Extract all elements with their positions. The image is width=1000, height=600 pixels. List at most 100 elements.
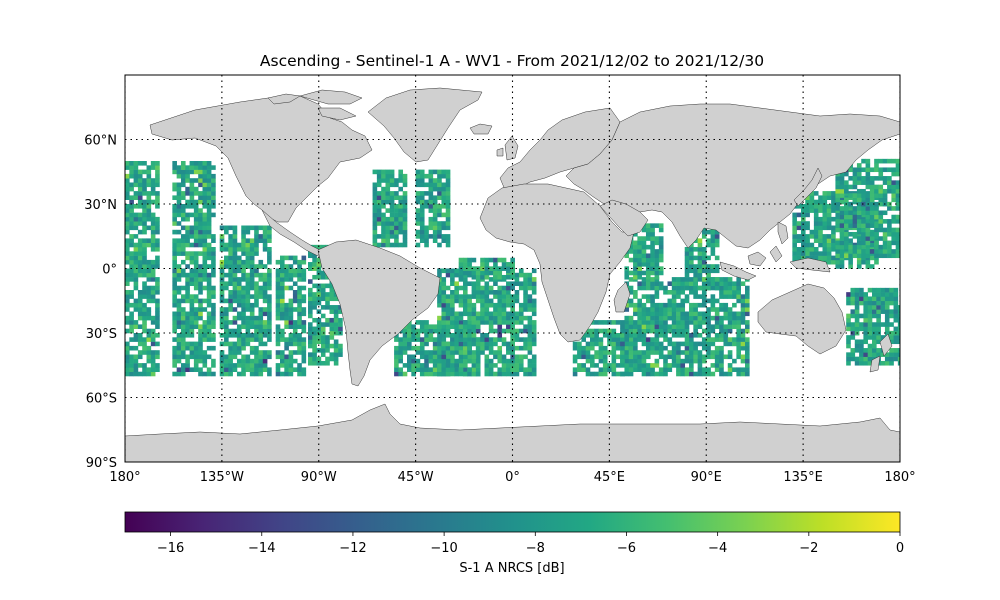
nrcs-cell: [497, 285, 503, 291]
nrcs-cell: [155, 341, 160, 347]
nrcs-cell: [620, 333, 625, 338]
nrcs-cell: [818, 208, 823, 213]
nrcs-cell: [193, 350, 199, 355]
nrcs-cell: [189, 182, 195, 188]
nrcs-cell: [415, 358, 421, 364]
nrcs-cell: [428, 191, 434, 196]
nrcs-cell: [514, 277, 520, 282]
nrcs-cell: [598, 337, 604, 342]
nrcs-cell: [275, 285, 281, 291]
nrcs-cell: [510, 257, 515, 263]
nrcs-cell: [676, 371, 681, 377]
nrcs-cell: [146, 238, 152, 243]
nrcs-cell: [684, 285, 690, 291]
nrcs-cell: [602, 367, 608, 372]
nrcs-cell: [398, 341, 404, 347]
nrcs-cell: [245, 298, 251, 304]
nrcs-cell: [693, 354, 698, 360]
nrcs-cell: [846, 335, 851, 340]
nrcs-cell: [137, 363, 143, 368]
nrcs-cell: [598, 328, 604, 334]
nrcs-cell: [381, 234, 386, 239]
nrcs-cell: [641, 363, 647, 368]
nrcs-cell: [800, 234, 806, 239]
nrcs-cell: [846, 322, 851, 327]
nrcs-cell: [254, 229, 259, 235]
nrcs-cell: [180, 298, 186, 304]
nrcs-cell: [527, 307, 533, 312]
nrcs-cell: [510, 363, 515, 368]
nrcs-cell: [445, 199, 451, 205]
nrcs-cell: [895, 193, 900, 198]
nrcs-cell: [142, 350, 147, 355]
nrcs-cell: [142, 324, 147, 329]
nrcs-cell: [645, 257, 651, 263]
nrcs-cell: [258, 234, 264, 239]
nrcs-cell: [518, 345, 524, 351]
nrcs-cell: [641, 257, 647, 263]
nrcs-cell: [514, 298, 520, 304]
nrcs-cell: [650, 302, 655, 308]
nrcs-cell: [297, 371, 302, 377]
nrcs-cell: [792, 216, 797, 222]
nrcs-cell: [219, 264, 225, 269]
nrcs-cell: [501, 354, 507, 360]
nrcs-cell: [602, 320, 608, 325]
nrcs-cell: [385, 225, 391, 231]
nrcs-cell: [241, 367, 246, 372]
nrcs-cell: [219, 350, 225, 355]
nrcs-cell: [189, 178, 195, 183]
nrcs-cell: [376, 191, 382, 196]
nrcs-cell: [262, 281, 268, 286]
nrcs-cell: [714, 324, 720, 329]
nrcs-cell: [684, 272, 690, 278]
nrcs-cell: [594, 333, 599, 338]
colorbar-tick-label: −8: [526, 541, 545, 556]
nrcs-cell: [211, 337, 216, 342]
nrcs-cell: [633, 358, 638, 364]
nrcs-cell: [510, 274, 515, 280]
nrcs-cell: [697, 255, 703, 261]
nrcs-cell: [142, 320, 147, 325]
nrcs-cell: [245, 294, 251, 299]
nrcs-cell: [419, 204, 425, 209]
nrcs-cell: [506, 281, 511, 286]
nrcs-cell: [861, 259, 866, 265]
nrcs-cell: [292, 328, 298, 334]
nrcs-cell: [654, 337, 660, 342]
nrcs-cell: [697, 247, 703, 252]
nrcs-cell: [193, 251, 199, 256]
nrcs-cell: [723, 290, 729, 295]
nrcs-cell: [897, 339, 900, 345]
nrcs-cell: [462, 266, 468, 271]
nrcs-cell: [245, 337, 251, 342]
nrcs-cell: [189, 277, 195, 282]
nrcs-cell: [146, 208, 152, 213]
nrcs-cell: [852, 206, 858, 211]
nrcs-cell: [861, 210, 866, 216]
nrcs-cell: [854, 309, 860, 314]
nrcs-cell: [637, 285, 642, 291]
nrcs-cell: [376, 195, 382, 200]
nrcs-cell: [301, 285, 307, 291]
nrcs-cell: [394, 242, 399, 248]
nrcs-cell: [198, 182, 203, 188]
nrcs-cell: [198, 285, 203, 291]
nrcs-cell: [211, 302, 216, 308]
nrcs-cell: [658, 328, 664, 334]
nrcs-cell: [859, 326, 864, 332]
nrcs-cell: [689, 337, 694, 342]
nrcs-cell: [884, 352, 890, 357]
nrcs-cell: [193, 255, 199, 261]
nrcs-cell: [506, 328, 511, 334]
nrcs-cell: [419, 367, 425, 372]
nrcs-cell: [376, 204, 382, 209]
nrcs-cell: [219, 225, 225, 231]
nrcs-cell: [245, 242, 251, 248]
nrcs-cell: [484, 298, 490, 304]
nrcs-cell: [202, 186, 208, 192]
nrcs-cell: [424, 320, 429, 325]
nrcs-cell: [710, 238, 716, 243]
nrcs-cell: [527, 358, 533, 364]
nrcs-cell: [689, 320, 694, 325]
